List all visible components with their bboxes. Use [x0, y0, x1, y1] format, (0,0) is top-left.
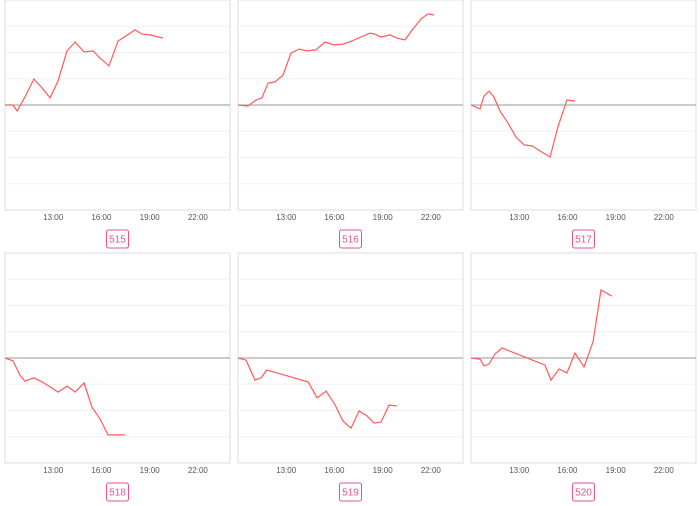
panel-label: 520	[575, 488, 592, 499]
x-tick-label: 22:00	[654, 213, 675, 222]
x-tick-label: 16:00	[91, 213, 112, 222]
x-tick-label: 16:00	[324, 213, 345, 222]
x-tick-label: 13:00	[43, 466, 64, 475]
x-tick-label: 22:00	[188, 466, 209, 475]
x-tick-label: 13:00	[509, 466, 530, 475]
panel-label: 518	[109, 488, 126, 499]
x-tick-label: 19:00	[606, 213, 627, 222]
panel-label: 519	[342, 488, 359, 499]
label-box	[339, 482, 362, 502]
line	[237, 357, 397, 430]
x-tick-label: 22:00	[654, 466, 675, 475]
x-tick-label: 19:00	[140, 466, 161, 475]
x-tick-label: 22:00	[421, 466, 442, 475]
panel-label: 517	[575, 235, 592, 246]
x-tick-label: 19:00	[606, 466, 627, 475]
label-box	[572, 482, 595, 502]
x-tick-label: 19:00	[373, 466, 394, 475]
panel-label: 516	[342, 235, 359, 246]
line	[4, 357, 126, 436]
panel-label: 515	[109, 235, 126, 246]
label-box	[106, 229, 129, 249]
x-tick-label: 13:00	[43, 213, 64, 222]
label-box	[572, 229, 595, 249]
x-tick-label: 16:00	[324, 466, 345, 475]
x-tick-label: 16:00	[91, 466, 112, 475]
label-box	[339, 229, 362, 249]
x-tick-label: 16:00	[557, 466, 578, 475]
line	[470, 289, 613, 382]
x-tick-label: 13:00	[276, 466, 297, 475]
line	[237, 13, 435, 107]
line	[470, 90, 576, 158]
x-tick-label: 13:00	[276, 213, 297, 222]
x-tick-label: 22:00	[188, 213, 209, 222]
x-tick-label: 22:00	[421, 213, 442, 222]
x-tick-label: 13:00	[509, 213, 530, 222]
line	[5, 29, 164, 113]
x-tick-label: 16:00	[557, 213, 578, 222]
x-tick-label: 19:00	[373, 213, 394, 222]
x-tick-label: 19:00	[140, 213, 161, 222]
label-box	[106, 482, 129, 502]
